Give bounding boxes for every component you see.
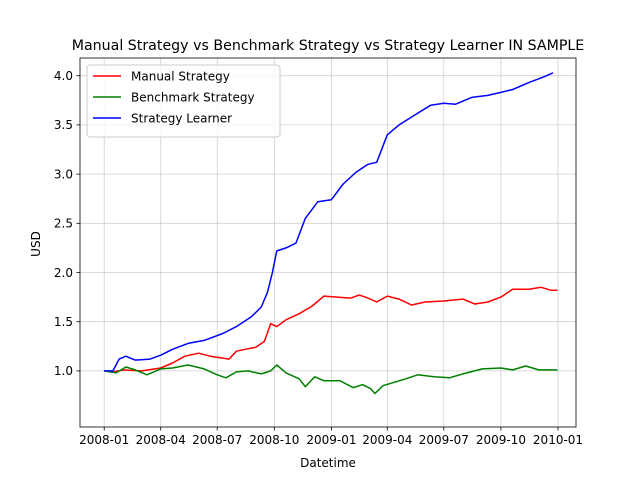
x-tick-label: 2008-04 bbox=[136, 433, 186, 447]
x-tick-label: 2008-01 bbox=[79, 433, 129, 447]
y-tick-label: 3.0 bbox=[54, 167, 73, 181]
legend: Manual Strategy Benchmark Strategy Strateg… bbox=[86, 64, 281, 138]
legend-label-manual-strategy: Manual Strategy bbox=[131, 69, 230, 83]
legend-label-benchmark-strategy: Benchmark Strategy bbox=[131, 90, 255, 104]
legend-label-strategy-learner: Strategy Learner bbox=[131, 111, 232, 125]
y-tick-label: 1.5 bbox=[54, 315, 73, 329]
x-tick-label: 2010-01 bbox=[533, 433, 583, 447]
axes-frame bbox=[79, 57, 577, 428]
x-tick-label: 2009-04 bbox=[362, 433, 412, 447]
series-line-strategy-learner bbox=[104, 72, 554, 372]
y-tick-label: 2.0 bbox=[54, 266, 73, 280]
x-tick-label: 2009-07 bbox=[419, 433, 469, 447]
x-tick-label: 2009-10 bbox=[476, 433, 526, 447]
series-line-manual-strategy bbox=[104, 286, 558, 373]
series-line-benchmark-strategy bbox=[104, 364, 558, 395]
y-axis-label: USD bbox=[29, 231, 43, 257]
y-tick-label: 1.0 bbox=[54, 364, 73, 378]
y-tick-label: 3.5 bbox=[54, 118, 73, 132]
y-tick-label: 2.5 bbox=[54, 217, 73, 231]
x-axis-label: Datetime bbox=[300, 456, 356, 470]
legend-box bbox=[86, 64, 281, 138]
plot-area: 2008-01 2008-04 2008-07 2008-10 2009-01 2009-… bbox=[54, 57, 583, 447]
y-tick-label: 4.0 bbox=[54, 69, 73, 83]
x-tick-label: 2008-07 bbox=[192, 433, 242, 447]
x-tick-label: 2008-10 bbox=[249, 433, 299, 447]
chart-title: Manual Strategy vs Benchmark Strategy vs… bbox=[72, 38, 585, 54]
x-tick-label: 2009-01 bbox=[306, 433, 356, 447]
